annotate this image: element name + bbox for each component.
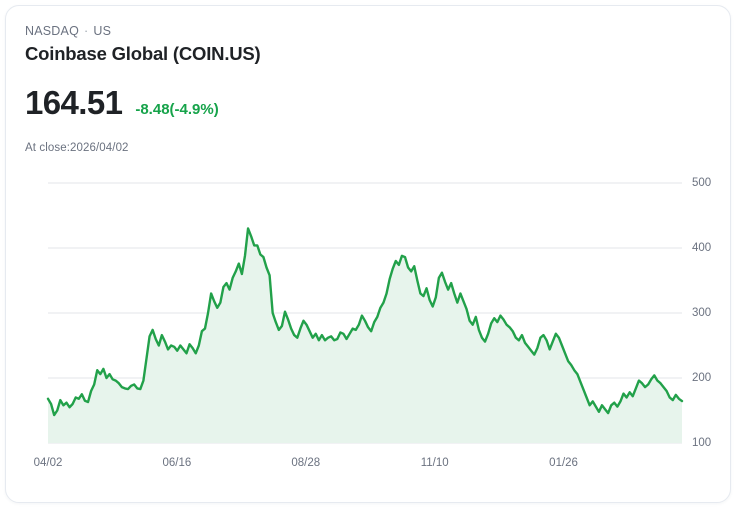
x-axis-tick-label: 11/10 — [420, 457, 449, 469]
x-axis-tick-label: 01/26 — [549, 457, 578, 469]
y-axis-tick-label: 500 — [692, 177, 712, 189]
market-status-note: At close:2026/04/02 — [25, 142, 129, 154]
price-line — [46, 227, 684, 417]
page-title: Coinbase Global (COIN.US) — [25, 43, 261, 64]
y-axis-tick-label: 200 — [692, 372, 712, 384]
price-change: -8.48(-4.9%) — [135, 101, 219, 118]
exchange-name: NASDAQ — [25, 24, 79, 38]
quote-header: NASDAQ · US Coinbase Global (COIN.US) — [25, 23, 645, 66]
price-row: 164.51 -8.48(-4.9%) — [25, 84, 219, 122]
x-axis-tick-label: 06/16 — [162, 457, 192, 469]
price-chart-svg — [46, 182, 684, 444]
exchange-region: US — [93, 24, 112, 38]
y-axis-tick-label: 300 — [692, 307, 712, 319]
price-chart[interactable]: 500 400 300 200 100 04/02 06/16 08/28 11/10 01/2… — [6, 166, 732, 486]
price-area-fill — [48, 228, 682, 443]
exchange-separator: · — [84, 24, 89, 38]
x-axis-tick-label: 08/28 — [291, 457, 321, 469]
x-axis-tick-label: 04/02 — [33, 457, 63, 469]
y-axis-tick-label: 100 — [692, 437, 712, 449]
y-axis-tick-label: 400 — [692, 242, 712, 254]
exchange-row: NASDAQ · US — [25, 23, 645, 40]
quote-card: NASDAQ · US Coinbase Global (COIN.US) 164.… — [5, 5, 731, 503]
last-price: 164.51 — [25, 84, 123, 121]
